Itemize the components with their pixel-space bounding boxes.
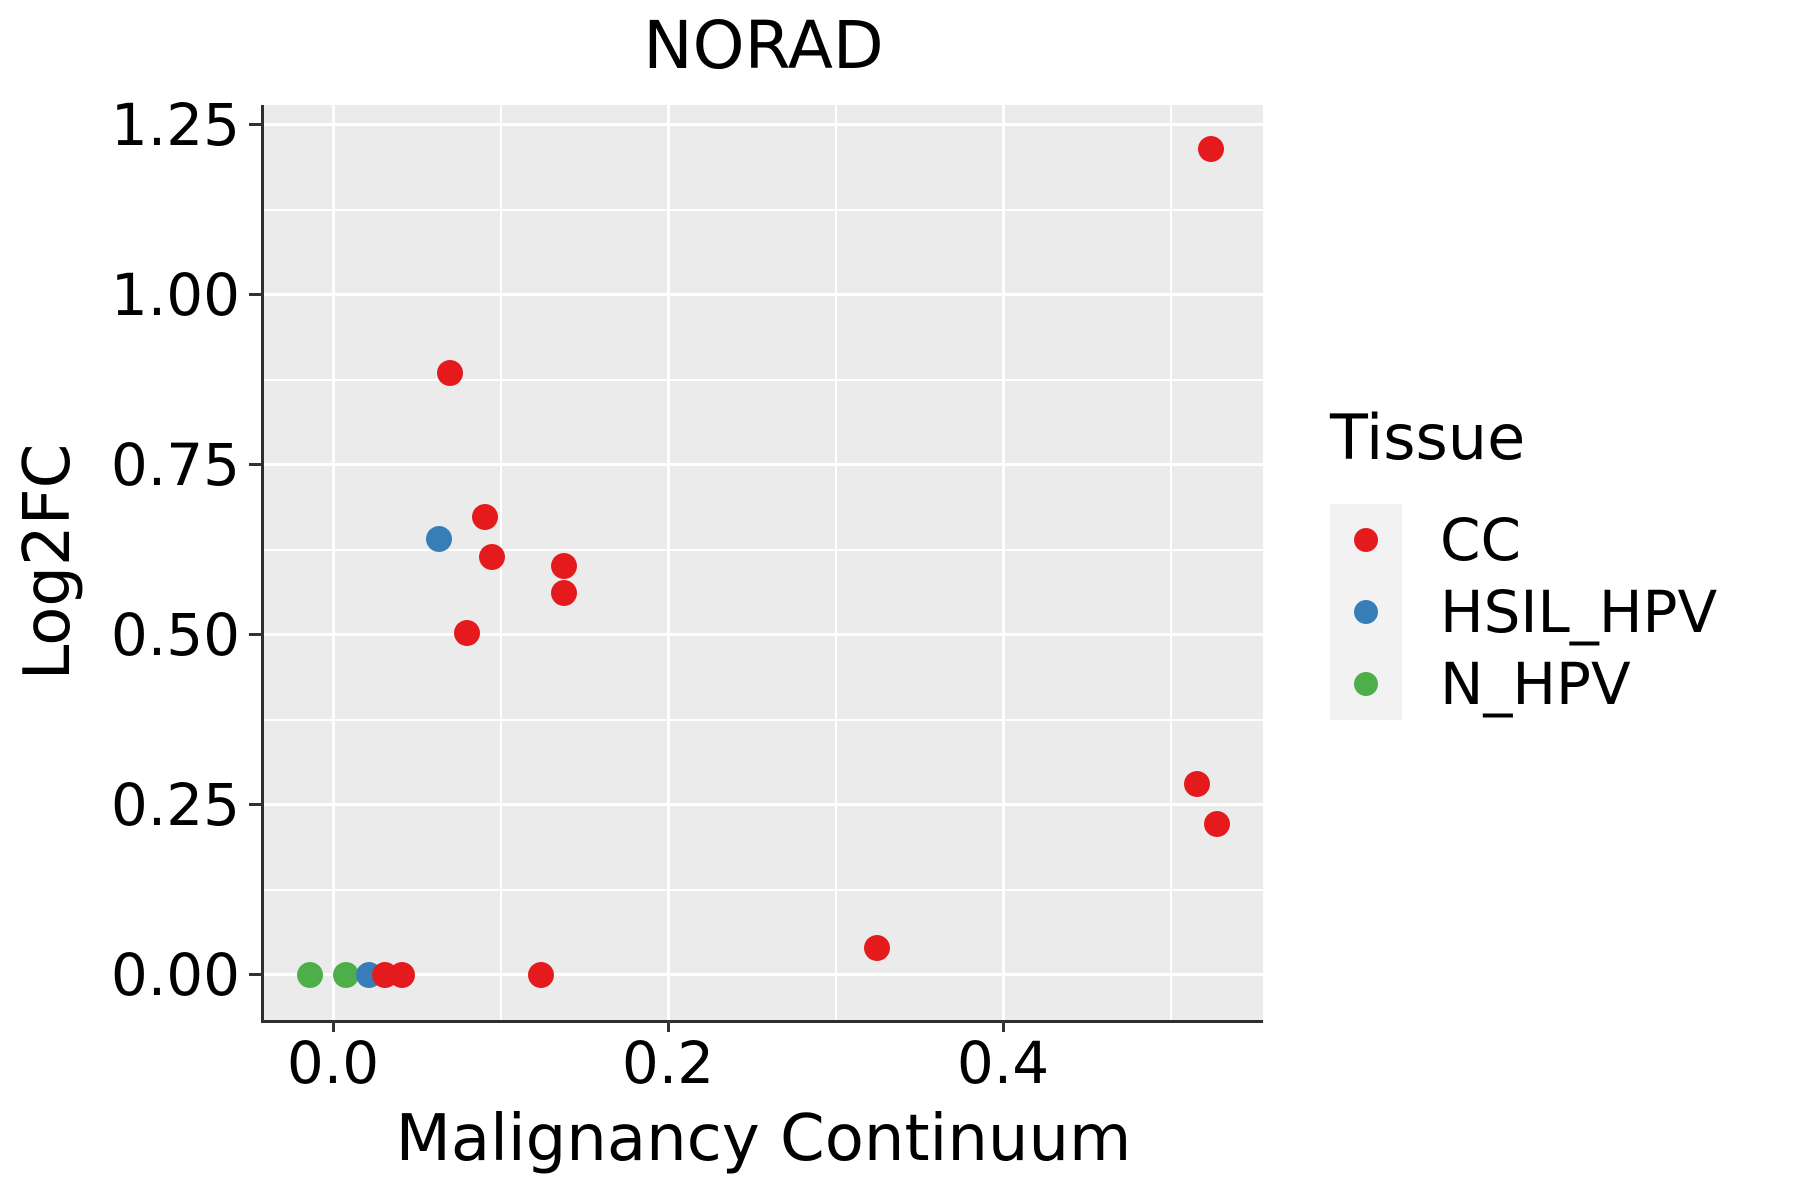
gridline-major-horizontal [264, 973, 1263, 977]
scatter-point-cc [472, 503, 499, 530]
y-tick-mark [249, 633, 261, 637]
y-tick-label: 0.50 [110, 600, 240, 669]
x-tick-mark [1001, 1020, 1005, 1032]
x-tick-label: 0.4 [956, 1029, 1050, 1097]
scatter-point-cc [454, 619, 481, 646]
plot-panel [264, 105, 1263, 1020]
x-tick-label: 0.0 [286, 1029, 380, 1097]
scatter-point-cc [551, 579, 578, 606]
y-tick-mark [249, 123, 261, 127]
legend-label-cc: CC [1440, 506, 1521, 574]
y-tick-mark [249, 973, 261, 977]
x-tick-mark [331, 1020, 335, 1032]
y-axis-line [261, 105, 264, 1023]
y-tick-mark [249, 463, 261, 467]
y-tick-mark [249, 293, 261, 297]
gridline-minor-horizontal [264, 378, 1263, 381]
gridline-major-vertical [331, 105, 335, 1020]
legend-label-hsil-hpv: HSIL_HPV [1440, 578, 1718, 646]
y-tick-mark [249, 803, 261, 807]
y-tick-label: 1.00 [110, 260, 240, 329]
y-tick-label: 0.00 [110, 940, 240, 1009]
x-tick-mark [666, 1020, 670, 1032]
scatter-point-cc [479, 543, 506, 570]
gridline-major-vertical [666, 105, 670, 1020]
scatter-point-cc [388, 961, 415, 988]
gridline-major-horizontal [264, 123, 1263, 127]
y-tick-label: 1.25 [110, 90, 240, 159]
x-tick-label: 0.2 [621, 1029, 715, 1097]
legend-swatch-cc-icon [1354, 528, 1378, 552]
scatter-point-n_hpv [296, 961, 323, 988]
scatter-point-cc [551, 553, 578, 580]
gridline-minor-horizontal [264, 718, 1263, 721]
scatter-point-cc [527, 961, 554, 988]
gridline-major-horizontal [264, 803, 1263, 807]
gridline-minor-horizontal [264, 208, 1263, 211]
x-axis-title: Malignancy Continuum [395, 1102, 1132, 1176]
y-tick-label: 0.25 [110, 770, 240, 839]
gridline-major-vertical [1001, 105, 1005, 1020]
gridline-minor-horizontal [264, 548, 1263, 551]
y-tick-label: 0.75 [110, 430, 240, 499]
scatter-point-cc [1184, 770, 1211, 797]
scatter-point-cc [1197, 135, 1224, 162]
scatter-point-cc [437, 360, 464, 387]
scatter-point-cc [1204, 811, 1231, 838]
gridline-major-horizontal [264, 293, 1263, 297]
legend-key-n-hpv [1330, 648, 1402, 720]
scatter-point-hsil_hpv [425, 526, 452, 553]
gridline-minor-vertical [834, 105, 837, 1020]
legend-title: Tissue [1330, 401, 1526, 474]
gridline-major-horizontal [264, 463, 1263, 467]
legend-label-n-hpv: N_HPV [1440, 650, 1631, 718]
plot-title: NORAD [643, 7, 884, 84]
legend-key-cc [1330, 504, 1402, 576]
gridline-major-horizontal [264, 633, 1263, 637]
gridline-minor-vertical [1169, 105, 1172, 1020]
legend-swatch-hsil-hpv-icon [1354, 600, 1378, 624]
scatter-point-cc [864, 934, 891, 961]
scatter-point-n_hpv [333, 961, 360, 988]
legend-swatch-n-hpv-icon [1354, 672, 1378, 696]
legend-key-hsil-hpv [1330, 576, 1402, 648]
x-axis-line [261, 1020, 1263, 1023]
gridline-minor-horizontal [264, 888, 1263, 891]
